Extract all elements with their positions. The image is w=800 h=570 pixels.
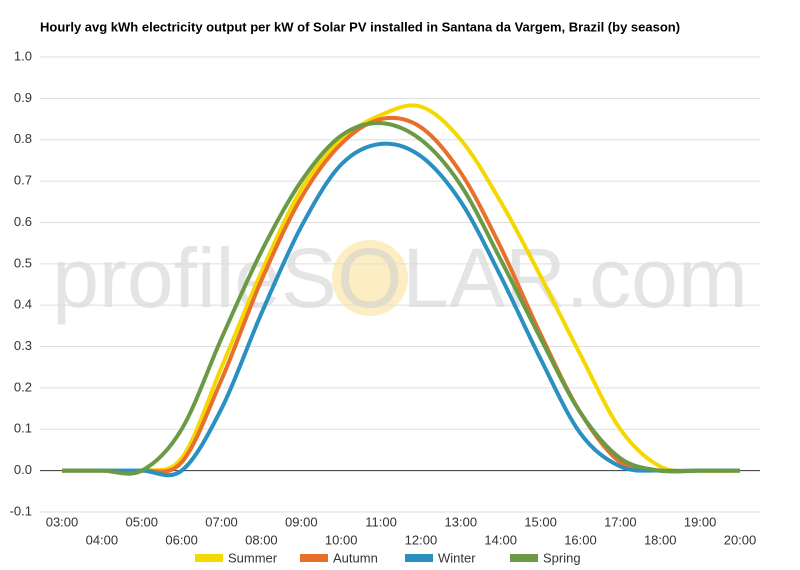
y-tick-label: 0.4	[14, 297, 32, 312]
legend-swatch	[405, 554, 433, 562]
y-tick-label: 0.0	[14, 462, 32, 477]
x-tick-label: 16:00	[564, 532, 597, 547]
x-tick-label: 20:00	[724, 532, 757, 547]
x-tick-label: 09:00	[285, 514, 318, 529]
x-tick-label: 05:00	[125, 514, 158, 529]
y-tick-label: 1.0	[14, 48, 32, 63]
x-tick-label: 19:00	[684, 514, 717, 529]
legend-label: Summer	[228, 550, 278, 565]
y-tick-label: 0.9	[14, 90, 32, 105]
watermark-sun	[332, 240, 408, 316]
y-tick-label: 0.8	[14, 131, 32, 146]
watermark: profileSOLAR.com	[52, 231, 748, 325]
y-tick-label: 0.1	[14, 421, 32, 436]
legend-label: Winter	[438, 550, 476, 565]
line-series	[61, 141, 740, 478]
legend-label: Autumn	[333, 550, 378, 565]
legend-swatch	[195, 554, 223, 562]
x-tick-label: 17:00	[604, 514, 637, 529]
line-series	[61, 115, 740, 474]
x-tick-label: 10:00	[325, 532, 358, 547]
x-tick-label: 12:00	[405, 532, 438, 547]
x-tick-label: 15:00	[524, 514, 557, 529]
legend-label: Spring	[543, 550, 581, 565]
x-tick-label: 07:00	[205, 514, 238, 529]
x-tick-label: 08:00	[245, 532, 278, 547]
legend-swatch	[510, 554, 538, 562]
line-series	[61, 103, 741, 474]
y-tick-label: 0.2	[14, 379, 32, 394]
x-tick-label: 11:00	[365, 514, 397, 529]
y-tick-label: 0.6	[14, 214, 32, 229]
x-tick-label: 18:00	[644, 532, 677, 547]
legend-swatch	[300, 554, 328, 562]
y-tick-label: -0.1	[10, 503, 32, 518]
y-tick-label: 0.5	[14, 255, 32, 270]
x-tick-label: 14:00	[484, 532, 517, 547]
x-tick-label: 13:00	[445, 514, 478, 529]
x-tick-label: 04:00	[86, 532, 119, 547]
chart-title: Hourly avg kWh electricity output per kW…	[40, 19, 680, 34]
line-series	[61, 121, 740, 476]
y-tick-label: 0.7	[14, 173, 32, 188]
y-tick-label: 0.3	[14, 338, 32, 353]
x-tick-label: 03:00	[46, 514, 79, 529]
x-tick-label: 06:00	[165, 532, 198, 547]
